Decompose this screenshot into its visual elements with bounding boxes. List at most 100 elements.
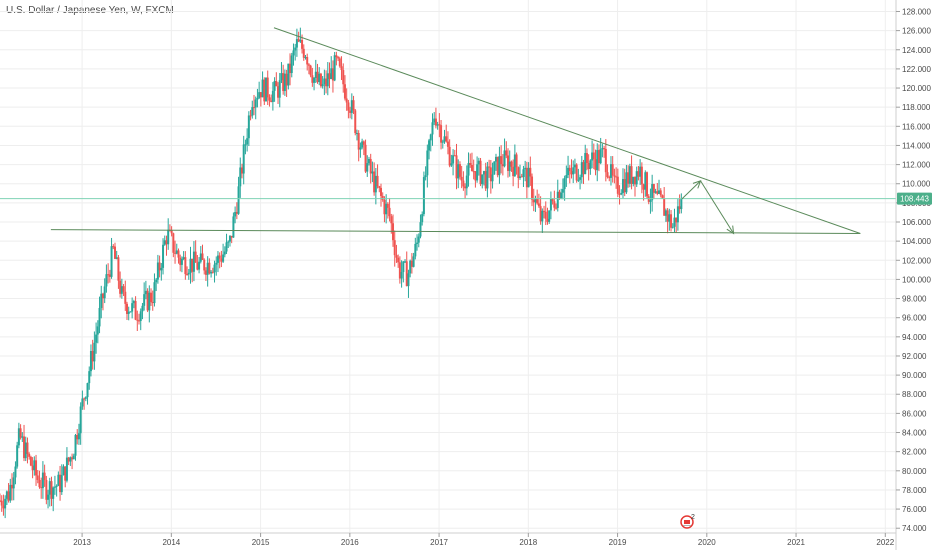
y-tick-label: 94.000 [902,333,927,342]
candle-body-up [17,428,20,446]
x-tick-label: 2019 [609,538,627,547]
candle-body-up [74,435,77,456]
candle-body-up [367,158,370,164]
candle-body-down [661,195,664,199]
candle-body-up [513,154,516,177]
candle-body-down [76,435,79,440]
candle-body-up [4,498,7,509]
candle-body-down [670,214,673,228]
candle-body-up [457,164,460,179]
candle-body-down [196,262,199,270]
event-count: 2 [691,514,695,521]
candle-body-up [206,262,209,275]
candle-body-up [258,92,261,98]
candle-body-up [9,484,12,501]
candle-body-down [594,159,597,171]
candle-body-up [477,160,480,165]
candle-body-up [96,326,99,335]
candle-body-up [251,107,254,116]
candle-body-up [409,260,412,274]
candle-body-down [383,199,386,215]
candle-body-down [194,251,197,263]
candle-body-up [155,279,158,283]
candle-body-down [597,150,600,164]
candle-body-up [577,179,580,181]
candle-body-up [402,261,405,273]
candle-body-down [309,65,312,76]
economic-event-icon[interactable]: 2 [680,514,695,529]
candle-body-up [333,55,336,81]
candle-body-up [651,184,654,201]
candle-body-up [534,198,537,203]
candle-body-up [280,73,283,81]
y-tick-label: 86.000 [902,409,927,418]
y-tick-label: 88.000 [902,390,927,399]
candle-body-up [465,175,468,189]
candle-body-down [395,255,398,258]
candle-body-up [436,124,439,126]
candle-body-down [585,153,588,164]
candle-body-down [117,257,120,281]
candle-body-down [373,171,376,193]
candle-body-down [275,80,278,87]
candle-body-up [222,254,225,262]
candle-body-up [482,171,485,175]
projection-arrow-icon [726,225,735,235]
candle-body-down [252,107,255,109]
candle-body-up [573,164,576,168]
candle-body-down [343,84,346,99]
candle-body-up [143,294,146,306]
candle-body-up [192,251,195,272]
candle-body-up [72,455,75,460]
x-tick-label: 2017 [430,538,448,547]
candle-body-down [510,161,513,167]
candle-body-up [635,171,638,185]
candle-body-down [277,86,280,98]
candle-body-down [302,48,305,58]
candle-body-down [472,171,475,173]
candle-body-up [609,164,612,178]
candle-body-up [239,167,242,187]
candle-body-down [678,206,681,210]
candle-body-down [50,481,53,499]
candle-body-up [115,257,118,259]
candle-body-up [232,216,235,238]
x-tick-label: 2015 [252,538,270,547]
candle-body-down [604,148,607,173]
candle-body-up [62,466,65,476]
candle-body-up [131,303,134,312]
candle-body-up [86,383,89,398]
candle-body-down [208,262,211,274]
candle-body-down [220,258,223,262]
candle-body-up [313,77,316,83]
candle-body-up [664,210,667,216]
y-tick-label: 100.000 [902,275,931,284]
candle-body-up [599,149,602,164]
candle-body-up [89,350,92,372]
candle-body-down [311,75,314,83]
candle-body-up [105,274,108,287]
candle-body-up [548,210,551,222]
candle-body-up [283,73,286,92]
y-tick-label: 112.000 [902,161,931,170]
candle-body-down [446,141,449,147]
candle-body-down [266,77,269,98]
candle-body-down [38,479,41,488]
candle-body-down [369,158,372,174]
candle-body-down [357,132,360,150]
candle-body-up [524,167,527,170]
candle-body-up [254,99,257,108]
candle-body-down [259,92,262,98]
candle-body-up [366,163,369,172]
candle-body-up [210,271,213,274]
candle-body-down [83,398,86,400]
y-tick-label: 110.000 [902,180,931,189]
candle-body-up [476,164,479,181]
candle-body-down [2,505,5,509]
candle-body-up [596,150,599,171]
candle-body-up [561,189,564,193]
candle-body-down [138,320,141,322]
candle-body-down [640,166,643,185]
candle-body-down [637,171,640,177]
